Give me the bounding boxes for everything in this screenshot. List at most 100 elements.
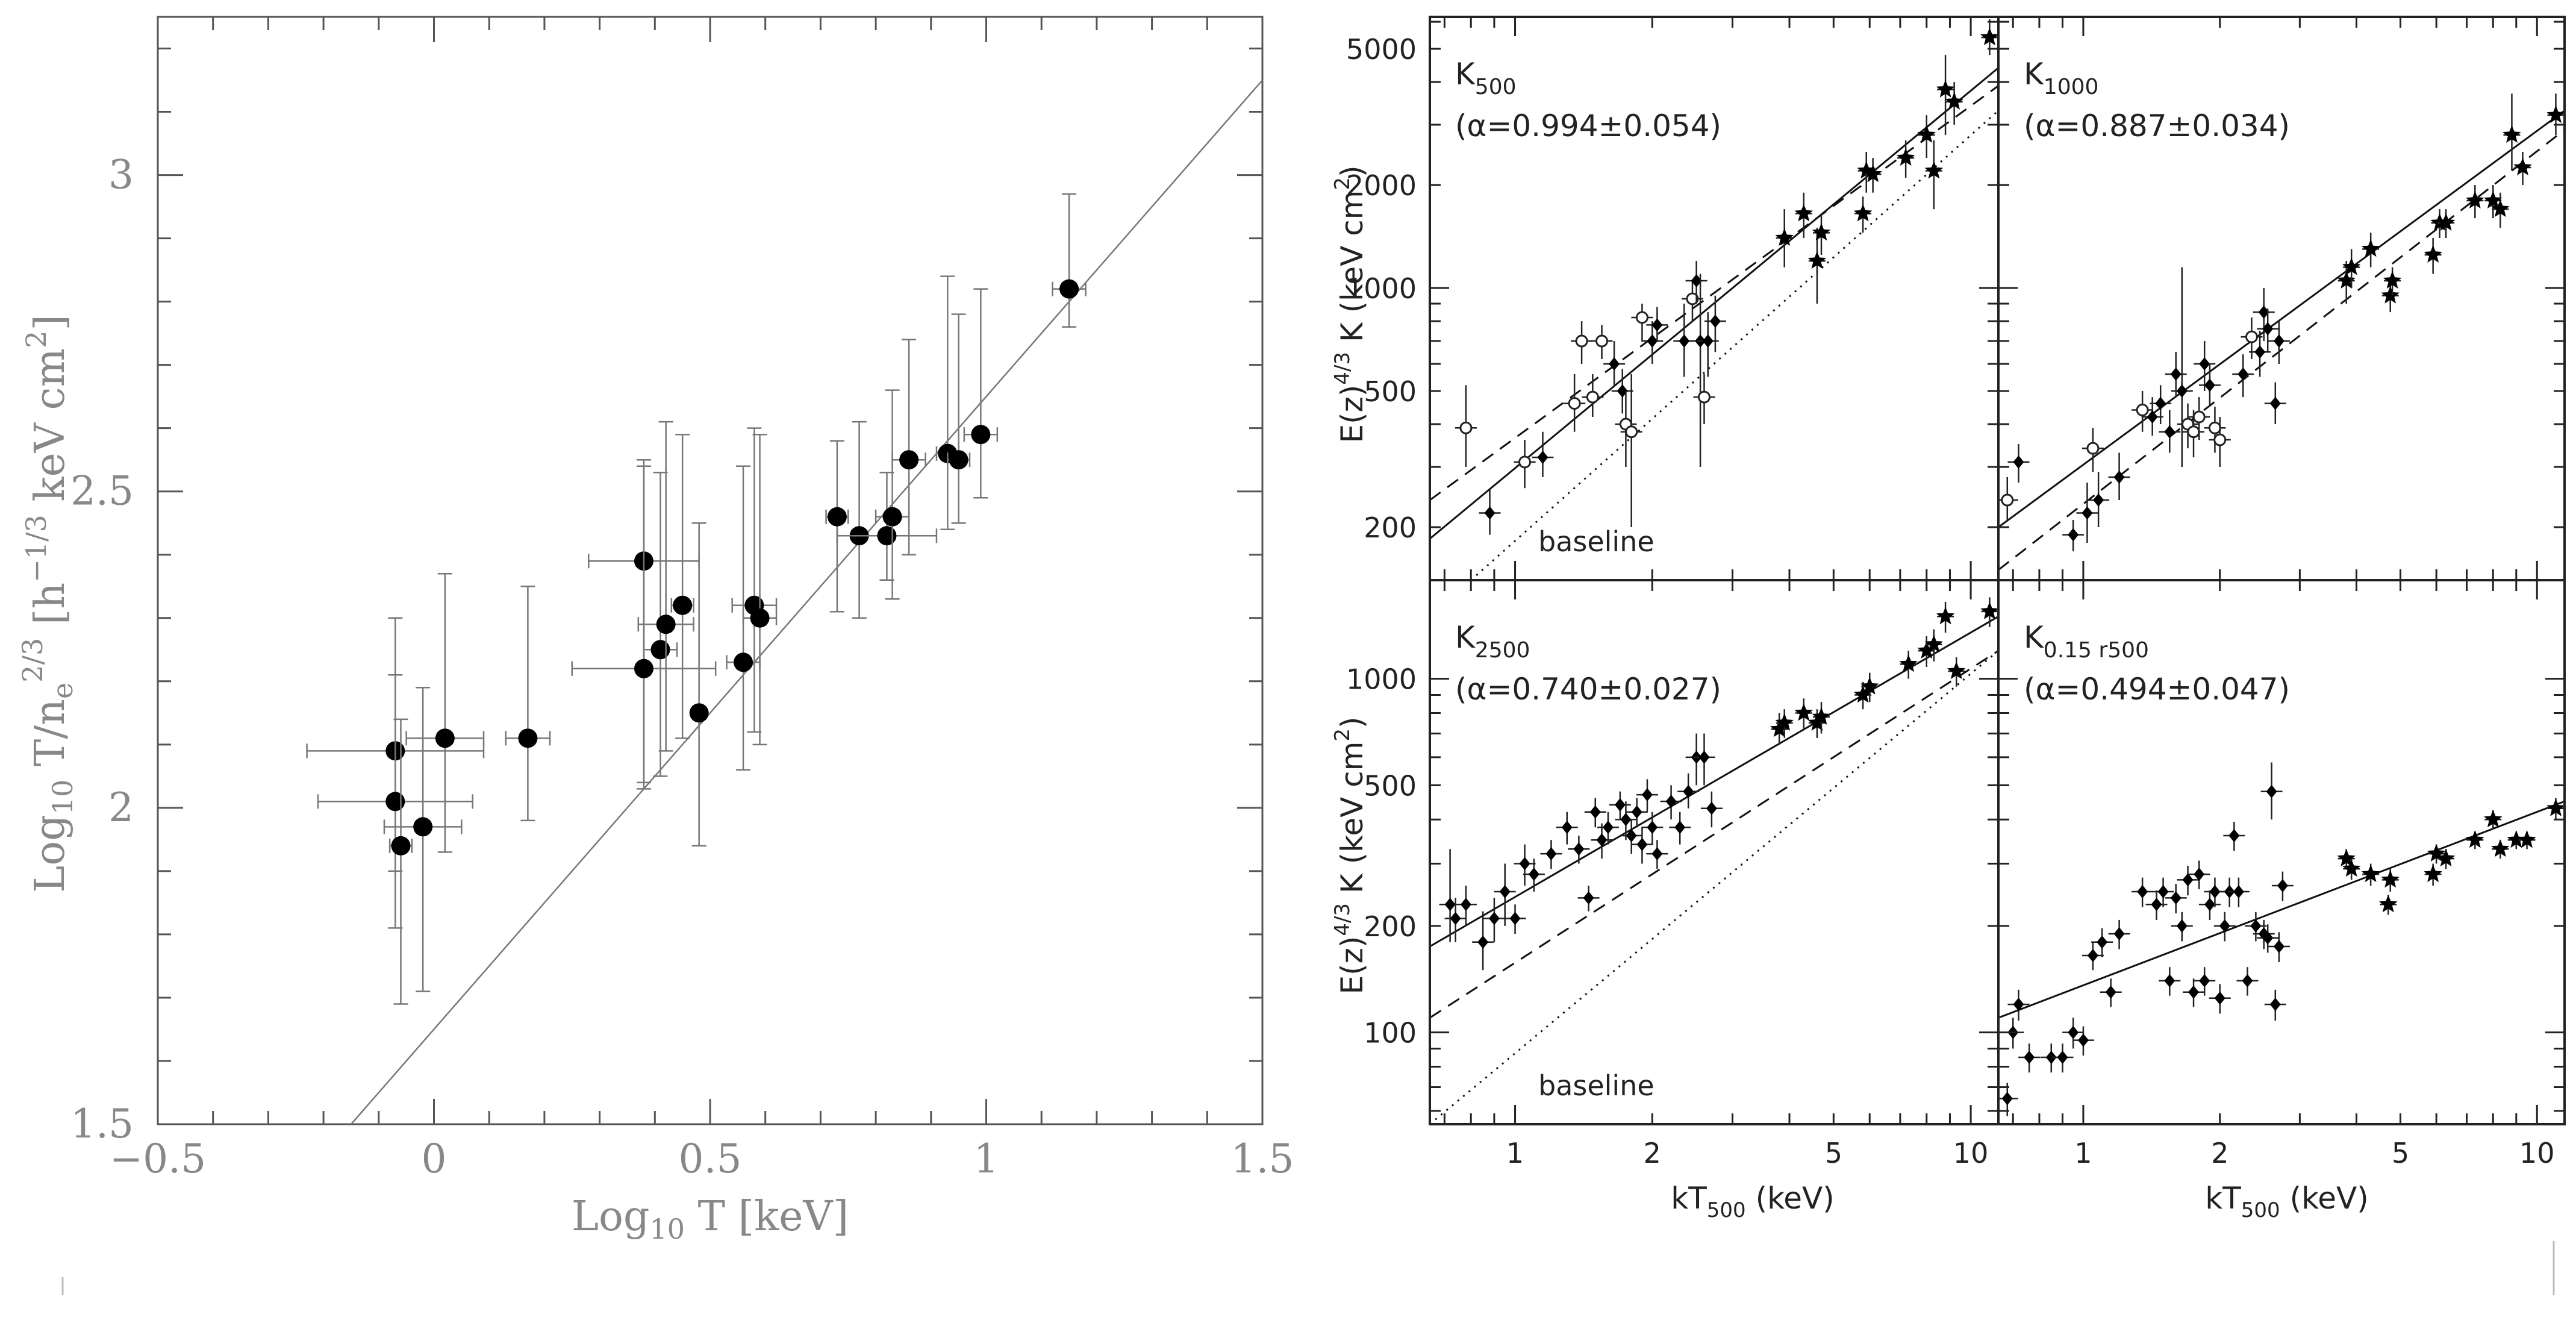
left-plot: −0.5 0 0.5 1 1.5 1.5 2 2.5 3 Log10 T [keV] Log10…: [16, 16, 1294, 1245]
point-marker: [413, 817, 433, 837]
diamond-marker: [1651, 318, 1663, 332]
top-ylabel: E(z)4/3 K (keV cm2): [1330, 165, 1370, 443]
data-point: [2436, 209, 2456, 239]
point-marker: [385, 792, 405, 812]
panel-label-sub: 500: [1475, 75, 1517, 99]
data-point: [2177, 865, 2199, 896]
alpha-text: (α=0.740±0.027): [1455, 672, 1721, 707]
data-point: [731, 427, 778, 733]
star-marker: [1896, 148, 1915, 166]
diamond-marker: [1583, 891, 1594, 905]
data-point: [2436, 849, 2456, 869]
data-point: [2088, 472, 2110, 528]
diamond-marker: [1602, 821, 1614, 834]
diamond-marker: [1674, 821, 1686, 834]
data-point: [1673, 304, 1695, 377]
diamond-marker: [2093, 493, 2104, 507]
diamond-marker: [1545, 847, 1557, 861]
diamond-marker: [2164, 425, 2175, 439]
diamond-marker: [2013, 455, 2024, 469]
data-point: [2257, 924, 2279, 953]
open-marker: [2187, 425, 2200, 439]
diamond-marker: [1636, 837, 1648, 851]
diamond-marker: [2250, 919, 2262, 933]
solid-fit-line: [1998, 800, 2565, 1019]
diamond-marker: [2188, 985, 2200, 999]
star-marker: [1775, 228, 1794, 246]
diamond-marker: [1537, 451, 1548, 465]
point-marker: [689, 703, 709, 723]
star-marker: [2361, 865, 2380, 883]
diamond-marker: [2113, 927, 2125, 940]
data-point: [1540, 840, 1562, 869]
panel-label: K2500: [1455, 620, 1530, 663]
diamond-marker: [2273, 334, 2284, 348]
diamond-marker: [2082, 506, 2093, 520]
open-marker: [1459, 421, 1473, 434]
data-point: [1577, 886, 1600, 912]
star-marker: [2503, 125, 2521, 143]
x-tick-label: 1: [2074, 1137, 2092, 1169]
data-point: [1444, 898, 1467, 942]
star-marker: [1807, 251, 1827, 269]
diamond-marker: [2238, 368, 2249, 381]
left-xlabel: Log10 T [keV]: [572, 1193, 849, 1245]
data-point: [2361, 233, 2380, 267]
data-point: [2132, 391, 2154, 432]
data-point: [2260, 762, 2283, 820]
star-marker: [2337, 271, 2356, 289]
panel-label-sub: 2500: [1475, 638, 1530, 663]
diamond-marker: [2157, 885, 2169, 899]
data-point: [1924, 629, 1944, 662]
panel-label: K500: [1455, 57, 1517, 99]
data-point: [1504, 904, 1526, 934]
diamond-marker: [2068, 528, 2079, 542]
open-marker: [1595, 334, 1609, 348]
data-point: [2427, 844, 2446, 864]
point-marker: [877, 526, 897, 546]
star-marker: [1794, 703, 1813, 721]
point-marker: [971, 425, 991, 445]
panel-label-sub: 1000: [2044, 75, 2099, 99]
y-tick-label: 1.5: [70, 1101, 134, 1147]
data-point: [1584, 798, 1606, 828]
star-marker: [2518, 830, 2536, 848]
star-marker: [2427, 844, 2446, 862]
x-tick-label: 2: [1644, 1137, 1661, 1169]
x-tick-label: 0.5: [679, 1136, 742, 1182]
star-marker: [1945, 92, 1963, 110]
star-marker: [2337, 849, 2356, 867]
data-point: [637, 421, 694, 752]
open-marker: [1686, 292, 1699, 305]
diamond-marker: [1589, 805, 1601, 819]
data-point: [2264, 989, 2286, 1021]
data-point: [1455, 886, 1477, 926]
data-point: [1597, 812, 1619, 845]
data-point: [2194, 341, 2216, 392]
panel-frame: [1429, 16, 2000, 581]
data-point: [2213, 912, 2236, 942]
panel-label: K0.15 r500: [2024, 620, 2149, 663]
data-point: [1917, 636, 1936, 668]
diamond-marker: [2087, 948, 2098, 962]
data-point: [2091, 928, 2113, 958]
diamond-marker: [1519, 857, 1530, 871]
star-marker: [2484, 810, 2503, 828]
data-point: [1812, 213, 1831, 255]
diamond-marker: [1561, 821, 1573, 834]
data-point: [2150, 385, 2172, 425]
panel-ticks: [1998, 580, 2565, 1124]
baseline-label: baseline: [1538, 525, 1654, 558]
y-tick-label: 2000: [1346, 169, 1417, 202]
diamond-marker: [1484, 506, 1495, 520]
star-marker: [2424, 865, 2442, 883]
panel-k2500: K2500 (α=0.740±0.027) baseline: [1430, 580, 1998, 1124]
panel-label-main: K: [1455, 57, 1476, 92]
star-marker: [1924, 634, 1944, 652]
alpha-text: (α=0.994±0.054): [1455, 108, 1721, 143]
diamond-marker: [2262, 931, 2274, 945]
data-point: [2209, 417, 2231, 468]
point-marker: [650, 640, 670, 660]
x-tick-label: 5: [2392, 1137, 2409, 1169]
panel-k1000: K1000 (α=0.887±0.034): [1998, 17, 2565, 580]
